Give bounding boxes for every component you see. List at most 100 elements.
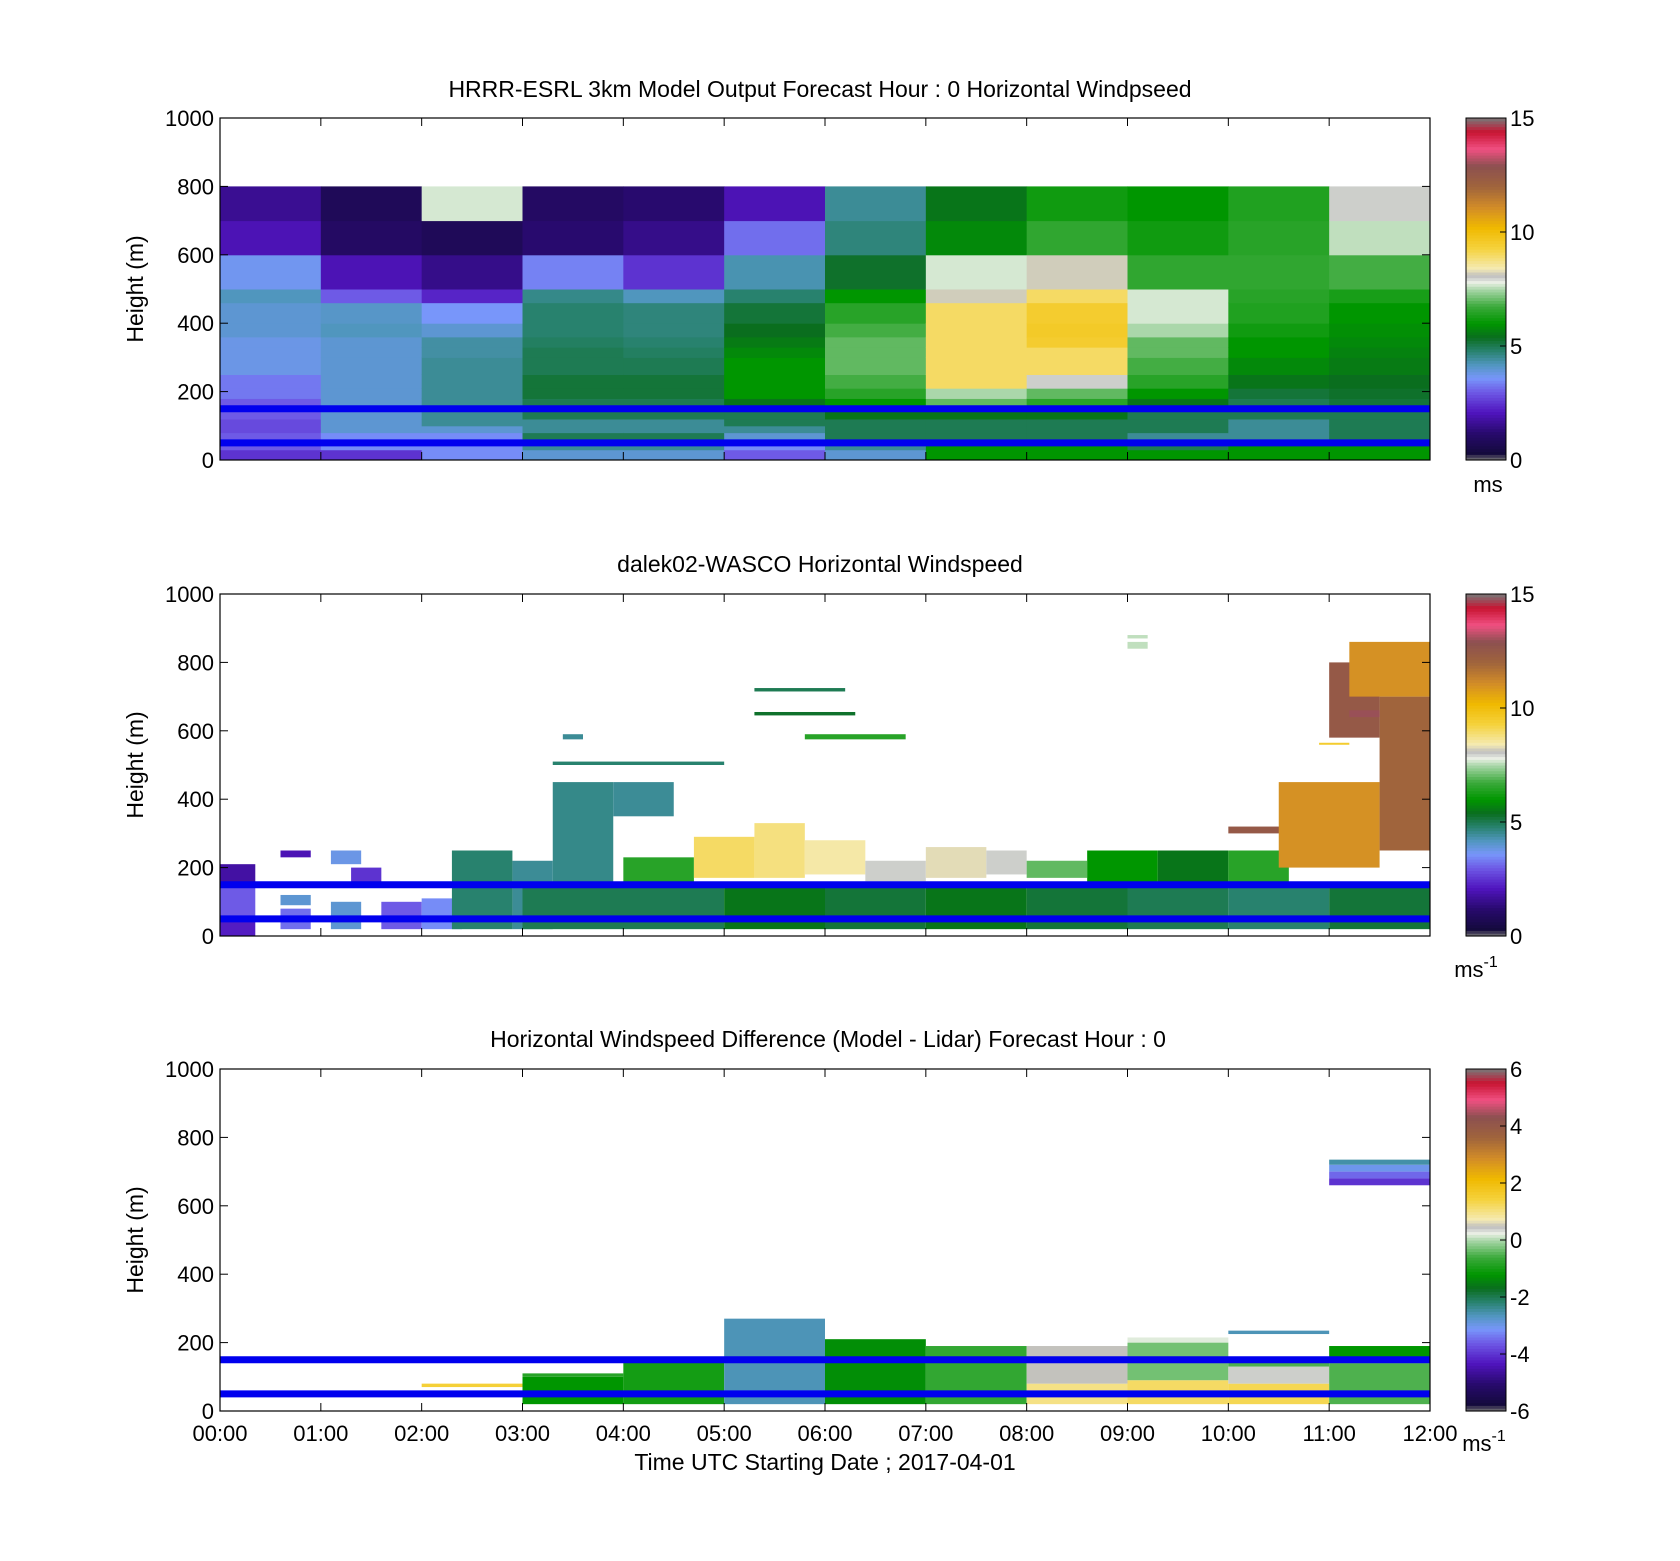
heatmap-cell [1127,641,1148,649]
colorbar-segment [1466,405,1506,410]
colorbar-segment [1466,1183,1506,1187]
colorbar-segment [1466,1231,1506,1235]
heatmap-cell [320,418,423,427]
colorbar-segment [1466,676,1506,681]
colorbar-segment [1466,1297,1506,1301]
colorbar-segment [1466,189,1506,193]
colorbar-segment [1466,927,1506,931]
heatmap-cell [220,449,322,461]
heatmap-cell [724,884,825,930]
colorbar-segment [1466,656,1506,661]
heatmap-cell [421,336,523,348]
heatmap-cell [825,449,927,461]
colorbar-segment [1466,454,1506,458]
colorbar-segment [1466,271,1506,276]
panel-lidar-heatmap [220,635,1430,936]
heatmap-cell [1329,418,1431,427]
heatmap-cell [220,432,322,444]
colorbar-segment [1466,841,1506,846]
heatmap-cell [623,432,725,444]
colorbar-segment [1466,622,1506,626]
heatmap-cell [825,442,927,451]
colorbar-segment [1466,232,1506,236]
colorbar-segment [1466,440,1506,444]
heatmap-cell [1127,374,1229,389]
heatmap-cell [825,388,927,399]
colorbar-segment [1466,896,1506,900]
colorbar-segment [1466,713,1506,718]
heatmap-cell [1329,442,1431,451]
heatmap-cell [1329,302,1431,324]
colorbar-segment [1466,1348,1506,1352]
colorbar-segment [1466,599,1506,604]
heatmap-cell [1026,418,1128,427]
colorbar-segment [1466,747,1506,752]
heatmap-cell [1026,425,1128,434]
colorbar-segment [1466,708,1506,712]
colorbar-segment [1466,385,1506,390]
colorbar-segment [1466,639,1506,644]
colorbar-segment [1466,839,1506,843]
colorbar-segment [1466,209,1506,213]
heatmap-cell [623,186,725,222]
colorbar-segment [1466,876,1506,880]
colorbar-segment [1466,274,1506,279]
panel-lidar-title: dalek02-WASCO Horizontal Windspeed [617,551,1023,577]
heatmap-cell [421,323,523,338]
heatmap-cell [1228,302,1330,324]
heatmap-cell [623,323,725,338]
heatmap-cell [925,302,1028,324]
colorbar-segment [1466,1265,1506,1270]
colorbar-segment [1466,377,1506,381]
panel-model-colorbar: 0 5 10 15 [1465,106,1534,473]
colorbar-segment [1466,767,1506,772]
colorbar-segment [1466,343,1506,347]
colorbar-segment [1466,422,1506,427]
colorbar-segment [1466,861,1506,866]
colorbar-segment [1466,1368,1506,1372]
heatmap-cell [522,398,624,410]
heatmap-cell [865,860,926,882]
colorbar-segment [1466,665,1506,669]
heatmap-cell [421,398,523,410]
heatmap-cell [623,857,694,885]
colorbar-segment [1466,884,1506,889]
colorbar-segment [1466,414,1506,418]
colorbar-segment [1466,907,1506,911]
colorbar-segment [1466,1311,1506,1315]
colorbar-segment [1466,779,1506,783]
colorbar-segment [1466,220,1506,225]
colorbar-segment [1466,722,1506,726]
colorbar-segment [1466,323,1506,327]
heatmap-cell [724,432,826,444]
heatmap-cell [825,186,927,222]
colorbar-segment [1466,682,1506,686]
heatmap-cell [320,220,423,256]
heatmap-cell [1127,220,1229,256]
heatmap-cell [1026,860,1088,878]
heatmap-cell [1228,220,1330,256]
colorbar-segment [1466,1254,1506,1258]
heatmap-cell [724,186,826,222]
colorbar-segment [1466,140,1506,145]
heatmap-cell [925,432,1028,444]
heatmap-cell [1127,357,1229,375]
colorbar-segment [1466,434,1506,438]
colorbar-segment [1466,442,1506,447]
heatmap-cell [1319,742,1350,745]
colorbar-segment [1466,822,1506,826]
heatmap-cell [804,840,866,875]
colorbar-segment [1466,807,1506,812]
colorbar-segment [1466,619,1506,624]
colorbar-segment [1466,425,1506,430]
heatmap-cell [522,432,624,444]
panel-lidar-colorbar: 0 5 10 15 [1465,582,1534,949]
colorbar-segment [1466,893,1506,897]
heatmap-cell [1026,884,1128,930]
colorbar-segment [1466,608,1506,612]
heatmap-cell [220,336,322,348]
colorbar-segment [1466,1288,1506,1292]
heatmap-cell [724,289,826,304]
colorbar-segment [1466,229,1506,233]
heatmap-cell [1329,408,1431,420]
